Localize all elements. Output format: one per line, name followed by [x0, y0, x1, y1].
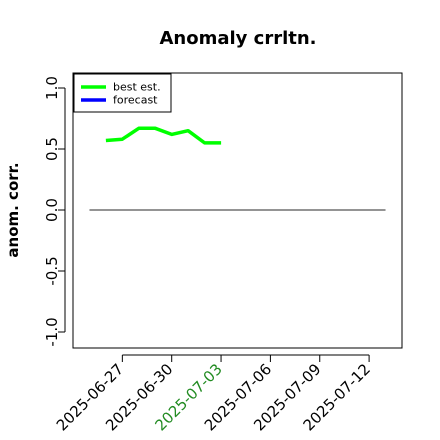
chart-title: Anomaly crrltn.: [159, 28, 316, 49]
y-axis: -1.0 -0.5 0.0 0.5 1.0: [43, 76, 66, 347]
plot-frame: [72, 72, 403, 349]
legend-box: [73, 73, 172, 113]
series-line-best-est: [105, 126, 222, 145]
x-axis: 2025-06-272025-06-302025-07-032025-07-06…: [53, 354, 374, 434]
y-tick-label: 0.5: [43, 137, 61, 161]
y-tick-label: -1.0: [43, 317, 61, 346]
legend-entry: best est.: [113, 81, 161, 94]
y-tick-label: -0.5: [43, 256, 61, 285]
series-group: [105, 126, 222, 145]
y-axis-label: anom. corr.: [4, 162, 22, 257]
legend: best est.forecast: [73, 73, 172, 113]
y-tick-label: 1.0: [43, 76, 61, 100]
y-tick-label: 0.0: [43, 198, 61, 222]
legend-entry: forecast: [113, 94, 158, 107]
